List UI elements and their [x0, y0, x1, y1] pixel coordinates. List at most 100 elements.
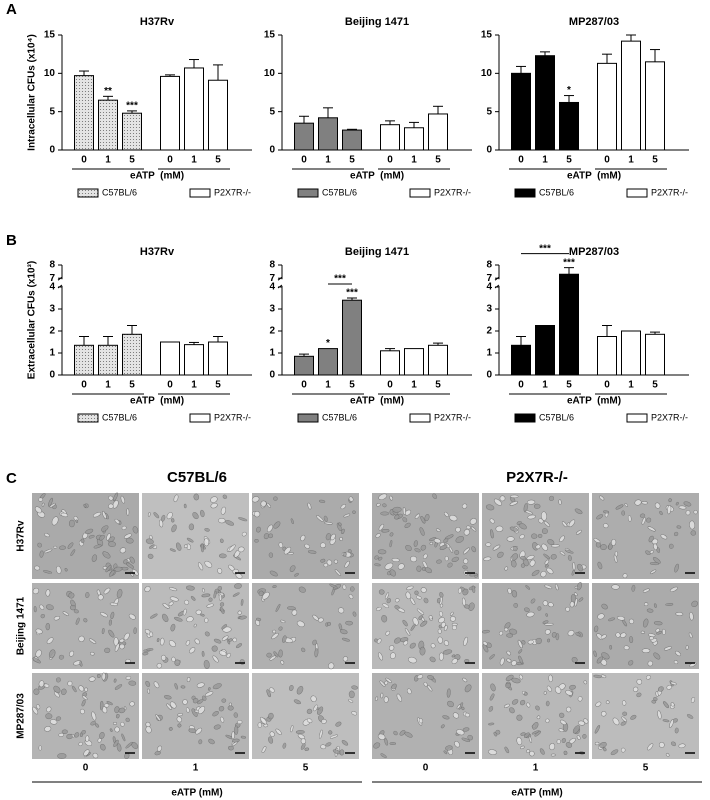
cell: [333, 559, 338, 564]
cell: [102, 510, 107, 520]
cell: [304, 543, 310, 549]
micrograph: [592, 493, 699, 579]
cell: [219, 650, 227, 656]
cell: [237, 610, 242, 615]
cell: [95, 723, 100, 728]
cell: [446, 688, 451, 698]
cell: [33, 606, 37, 613]
cell: [405, 591, 411, 600]
cell: [378, 652, 383, 661]
cell: [621, 510, 626, 516]
cell: [227, 705, 234, 711]
cell: [168, 601, 174, 606]
cell: [37, 542, 42, 548]
cell: [97, 594, 104, 601]
cell: [429, 656, 436, 663]
cell: [240, 598, 244, 606]
x-tick-label: 5: [435, 380, 441, 391]
cell: [202, 588, 205, 593]
x-tick-label: 0: [81, 155, 87, 166]
cell: [49, 502, 56, 508]
cell: [192, 698, 199, 704]
cell: [55, 716, 62, 721]
cell: [451, 625, 457, 631]
cell: [669, 719, 674, 728]
cell: [447, 700, 454, 708]
cell: [43, 570, 53, 574]
panel-label: C: [6, 470, 17, 487]
y-tick-label: 7: [486, 273, 492, 284]
cell: [554, 686, 562, 694]
cell: [329, 734, 338, 739]
cell: [675, 612, 684, 616]
cell: [660, 534, 668, 540]
cell: [149, 544, 155, 549]
legend-label: P2X7R-/-: [651, 187, 688, 197]
cell: [268, 552, 274, 558]
cell: [266, 524, 274, 533]
cell: [49, 719, 58, 725]
x-tick-label: 5: [349, 380, 355, 391]
cell: [382, 603, 389, 608]
cell: [442, 649, 453, 655]
cell: [168, 640, 176, 648]
cell: [376, 638, 382, 644]
cell: [560, 719, 567, 726]
bar: [98, 99, 118, 151]
cell: [193, 623, 197, 628]
cell: [114, 518, 120, 524]
cell: [415, 595, 422, 600]
cell: [116, 713, 120, 719]
cell: [506, 536, 515, 542]
micrograph: [481, 582, 589, 669]
cell: [201, 650, 205, 657]
cell: [341, 528, 345, 535]
cell: [463, 529, 470, 536]
x-tick-label: 5: [652, 380, 658, 391]
row-label: Beijing 1471: [16, 596, 27, 655]
cell: [490, 529, 494, 539]
cell: [45, 713, 53, 720]
legend-label: C57BL/6: [539, 187, 574, 197]
bar: [160, 75, 180, 151]
cell: [380, 692, 384, 699]
cell: [66, 733, 73, 740]
cell: [668, 543, 674, 549]
cell: [454, 740, 460, 748]
cell: [320, 558, 326, 563]
cell: [455, 527, 461, 533]
column-label: 1: [193, 763, 199, 774]
cell: [526, 749, 530, 754]
x-tick-label: 5: [215, 380, 221, 391]
cell: [561, 738, 566, 743]
cell: [462, 503, 468, 509]
cell: [227, 745, 234, 751]
cell: [48, 649, 56, 659]
cell: [108, 541, 116, 547]
cell: [686, 714, 694, 719]
cell: [402, 506, 406, 515]
cell: [389, 532, 394, 537]
legend-swatch: [626, 188, 648, 198]
cell: [518, 674, 524, 680]
cell: [389, 742, 397, 746]
cell: [437, 636, 443, 644]
cell: [78, 635, 85, 643]
cell: [168, 587, 178, 592]
cell: [256, 617, 262, 622]
cell: [212, 655, 219, 663]
cell: [344, 560, 350, 568]
cell: [544, 559, 550, 565]
column-label: 5: [303, 763, 309, 774]
cell: [678, 505, 687, 510]
cell: [678, 743, 686, 749]
cell: [341, 740, 349, 746]
cell: [667, 504, 672, 515]
y-tick-label: 8: [269, 260, 275, 271]
cell: [213, 724, 221, 730]
cell: [186, 537, 194, 543]
cell: [529, 559, 536, 567]
cell: [171, 524, 177, 533]
cell: [294, 572, 299, 577]
